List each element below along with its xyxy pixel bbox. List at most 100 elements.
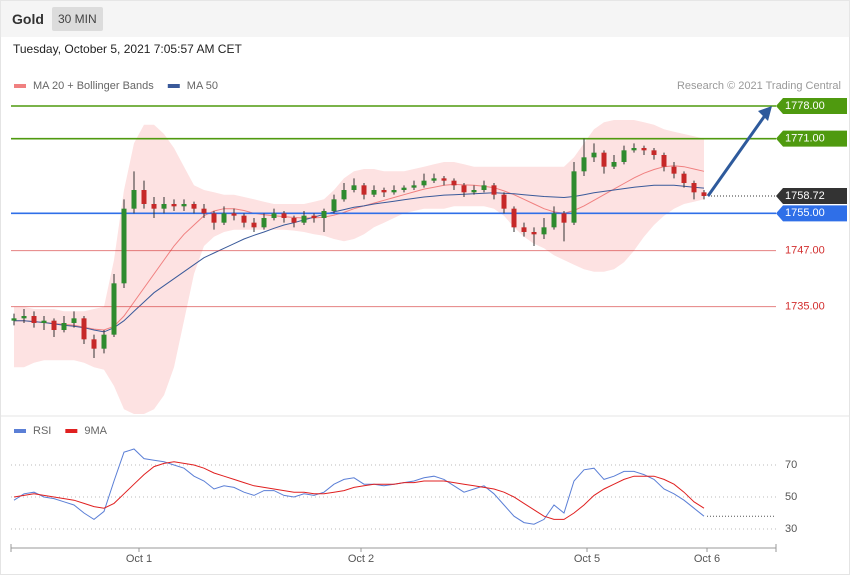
candle-body: [371, 190, 377, 195]
candle-body: [21, 316, 27, 319]
candle-body: [181, 204, 187, 207]
candle-body: [651, 150, 657, 155]
candle-body: [261, 218, 267, 228]
candle-body: [281, 213, 287, 218]
legend-label: MA 20 + Bollinger Bands: [33, 80, 154, 92]
candle-body: [561, 213, 567, 223]
candle-body: [571, 171, 577, 223]
level-label: 1747.00: [785, 245, 825, 257]
candle-body: [521, 227, 527, 232]
header: Gold 30 MIN: [0, 0, 850, 37]
candle-body: [271, 213, 277, 218]
candle-body: [491, 185, 497, 195]
candle-body: [151, 204, 157, 209]
bollinger-band: [14, 120, 704, 414]
candle-body: [211, 213, 217, 223]
candle-body: [201, 208, 207, 214]
level-tag: [776, 130, 847, 147]
candle-body: [231, 213, 237, 216]
candle-body: [41, 320, 47, 323]
level-label: 1778.00: [785, 100, 825, 112]
moving-average: [14, 184, 705, 333]
line-series: [13, 448, 705, 525]
candle-body: [641, 148, 647, 151]
projection-arrow: [706, 113, 768, 197]
level-label: 1758.72: [785, 190, 825, 202]
candle-body: [241, 215, 247, 223]
level-label: 1755.00: [785, 207, 825, 219]
candle-body: [161, 204, 167, 209]
candle-body: [631, 148, 637, 151]
candle-body: [581, 157, 587, 172]
candle-body: [321, 211, 327, 218]
legend-label: 9MA: [84, 425, 107, 437]
candle-body: [441, 178, 447, 181]
candle-body: [251, 222, 257, 228]
candle-body: [471, 190, 477, 193]
y-tick-label: 70: [785, 459, 797, 471]
candle-body: [101, 334, 107, 349]
candle-body: [11, 318, 17, 321]
level-label: 1771.00: [785, 133, 825, 145]
level-tag: [776, 187, 847, 204]
candle-body: [591, 152, 597, 158]
candle-body: [351, 185, 357, 190]
y-tick-label: 50: [785, 491, 797, 503]
candle-body: [341, 190, 347, 200]
symbol: Gold: [12, 11, 44, 27]
legend-swatch: [167, 84, 180, 88]
legend-label: MA 50: [187, 80, 218, 92]
candle-body: [431, 178, 437, 181]
x-tick-label: Oct 1: [126, 553, 152, 565]
candle-body: [61, 323, 67, 330]
y-tick-label: 30: [785, 523, 797, 535]
candle-body: [141, 190, 147, 204]
candle-body: [91, 339, 97, 349]
legend-label: RSI: [33, 425, 51, 437]
candle-body: [111, 283, 117, 335]
candle-body: [121, 208, 127, 284]
moving-average: [14, 165, 705, 331]
legend-swatch: [14, 429, 26, 433]
x-tick-label: Oct 6: [694, 553, 720, 565]
legend-swatch: [65, 429, 78, 433]
candle-body: [221, 213, 227, 223]
arrow-head: [758, 106, 772, 121]
candle-body: [621, 150, 627, 162]
candle-body: [601, 152, 607, 167]
timeframe[interactable]: 30 MIN: [52, 7, 103, 31]
candle-body: [421, 180, 427, 186]
level-tag: [776, 205, 847, 222]
line-series: [13, 461, 705, 520]
candle-body: [661, 155, 667, 167]
candle-body: [81, 318, 87, 340]
candle-body: [481, 185, 487, 190]
candle-body: [361, 185, 367, 195]
candle-body: [411, 185, 417, 188]
candle-body: [691, 183, 697, 193]
candle-body: [551, 213, 557, 228]
candle-body: [541, 227, 547, 235]
x-tick-label: Oct 2: [348, 553, 374, 565]
candle-body: [531, 232, 537, 235]
candle-body: [611, 162, 617, 167]
candle-body: [451, 180, 457, 186]
legend-swatch: [14, 84, 26, 88]
candle-body: [311, 215, 317, 218]
candle-body: [381, 190, 387, 193]
timestamp: Tuesday, October 5, 2021 7:05:57 AM CET: [13, 42, 242, 56]
candle-body: [501, 194, 507, 209]
level-tag: [776, 98, 847, 114]
candle-body: [511, 208, 517, 228]
candle-body: [671, 166, 677, 174]
candle-body: [71, 318, 77, 323]
candle-body: [171, 204, 177, 207]
candle-body: [401, 187, 407, 190]
candle-body: [51, 320, 57, 330]
x-tick-label: Oct 5: [574, 553, 600, 565]
candle-body: [291, 218, 297, 223]
candle-body: [681, 173, 687, 183]
